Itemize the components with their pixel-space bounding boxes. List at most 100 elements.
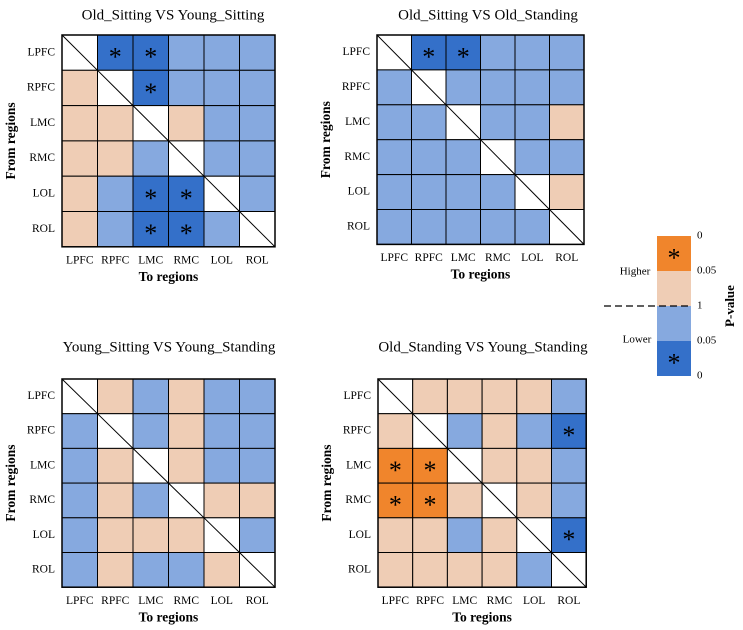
heatmap-cell <box>551 482 587 519</box>
heatmap-cell <box>97 482 134 519</box>
legend-star-higher: * <box>668 244 681 273</box>
significance-star: * <box>144 184 157 213</box>
heatmap-cell <box>480 174 516 211</box>
heatmap-cell <box>549 69 585 106</box>
significance-star: * <box>180 184 193 213</box>
heatmap-cell <box>239 105 276 142</box>
heatmap-cell <box>168 69 205 107</box>
heatmap-cell <box>239 413 276 449</box>
legend-lower-swatch <box>657 306 691 341</box>
heatmap-cell <box>446 517 483 553</box>
panel-title: Old_Sitting VS Young_Sitting <box>82 7 265 23</box>
heatmap-cell <box>239 517 276 553</box>
heatmap-frame <box>61 378 276 588</box>
x-tick-label: RPFC <box>101 254 129 266</box>
y-tick-label: LMC <box>30 117 55 129</box>
heatmap-cell <box>377 517 414 553</box>
diagonal-line <box>411 69 447 106</box>
heatmap-cell <box>203 140 240 177</box>
heatmap-cell <box>132 378 169 415</box>
heatmap-cell <box>376 69 412 106</box>
heatmap-cell <box>97 447 134 484</box>
y-tick-label: ROL <box>32 563 55 575</box>
heatmap-cell <box>481 413 518 449</box>
panel-title: Old_Standing VS Young_Standing <box>378 339 588 355</box>
heatmap-cell <box>446 378 483 415</box>
heatmap-cell <box>516 378 552 415</box>
x-tick-label: LMC <box>138 595 163 607</box>
significance-star: * <box>109 43 122 72</box>
significance-star: * <box>562 525 575 554</box>
heatmap-cell <box>97 517 134 553</box>
y-tick-label: RPFC <box>343 425 371 437</box>
heatmap-cell <box>97 552 134 588</box>
legend-lower-label: Lower <box>623 334 652 346</box>
heatmap-cell <box>446 482 483 519</box>
heatmap-cell <box>239 175 276 212</box>
heatmap-cell <box>514 209 550 245</box>
heatmap-cell <box>376 139 412 176</box>
x-tick-label: ROL <box>557 595 580 607</box>
significance-star: * <box>180 219 193 248</box>
heatmap-cell <box>168 447 205 484</box>
y-tick-label: LMC <box>346 459 371 471</box>
panel-title: Old_Sitting VS Old_Standing <box>398 7 578 23</box>
legend-tick-label: 0 <box>697 230 703 242</box>
heatmap-cell <box>481 447 518 484</box>
heatmap-cell <box>97 140 134 177</box>
heatmap-cell <box>132 413 169 449</box>
heatmap-cell <box>549 139 585 176</box>
diagonal-line <box>132 448 169 484</box>
heatmap-cell <box>239 69 276 107</box>
heatmap-cell <box>549 174 585 211</box>
significance-star: * <box>144 219 157 248</box>
x-tick-label: RPFC <box>415 252 443 264</box>
heatmap-cell <box>239 482 276 519</box>
heatmap-frame <box>61 34 276 248</box>
legend-tick-label: 0 <box>697 370 703 382</box>
heatmap-cell <box>61 211 98 248</box>
y-tick-label: RMC <box>344 151 370 163</box>
legend-tick-label: 1 <box>697 300 703 312</box>
diagonal-line <box>447 448 483 484</box>
heatmap-cell <box>61 552 98 588</box>
panel-title: Young_Sitting VS Young_Standing <box>63 339 276 355</box>
y-tick-label: LOL <box>349 529 371 541</box>
heatmap-cell <box>132 482 169 519</box>
heatmap-cell <box>481 378 518 415</box>
y-tick-label: RPFC <box>27 425 55 437</box>
heatmap-cell <box>61 482 98 519</box>
legend-tick-label: 0.05 <box>697 335 717 347</box>
heatmap-cell <box>61 413 98 449</box>
y-tick-label: LMC <box>345 116 370 128</box>
x-axis-label: To regions <box>451 266 511 281</box>
diagonal-line <box>480 139 516 175</box>
significance-star: * <box>424 456 437 485</box>
y-tick-label: LOL <box>348 186 370 198</box>
significance-star: * <box>144 78 157 107</box>
heatmap-cell <box>168 552 205 588</box>
heatmap-cell <box>445 174 481 211</box>
y-tick-label: ROL <box>347 221 370 233</box>
heatmap-cell <box>239 447 276 484</box>
heatmap-cell <box>514 104 550 141</box>
heatmap-frame <box>376 34 585 246</box>
x-tick-label: LPFC <box>66 595 94 607</box>
diagonal-line <box>551 552 587 588</box>
y-tick-label: LPFC <box>344 390 372 402</box>
x-tick-label: RMC <box>173 595 199 607</box>
heatmap-cell <box>412 517 448 553</box>
significance-star: * <box>422 42 435 71</box>
heatmap-cell <box>514 139 550 176</box>
diagonal-line <box>516 517 552 553</box>
x-tick-label: RMC <box>173 254 199 266</box>
heatmap-cell <box>203 378 240 415</box>
heatmap-cell <box>411 104 447 141</box>
heatmap-panel-4: Old_Standing VS Young_Standing * * * * * * LPFC… <box>319 339 588 624</box>
diagonal-line <box>132 105 169 142</box>
legend-higher-significant-swatch <box>657 236 691 271</box>
heatmap-cell <box>516 413 552 449</box>
x-tick-label: LMC <box>451 252 476 264</box>
diagonal-line <box>377 378 414 415</box>
